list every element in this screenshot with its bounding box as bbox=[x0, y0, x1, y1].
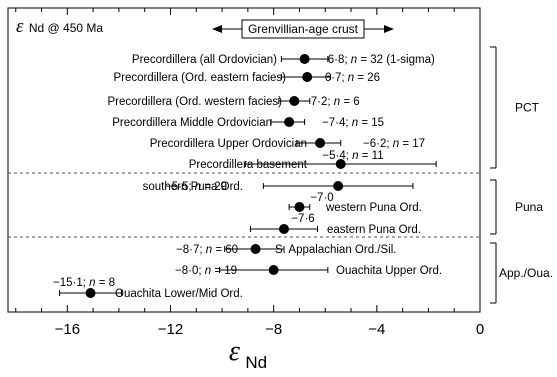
data-point bbox=[315, 138, 326, 148]
data-point bbox=[299, 54, 310, 64]
data-point bbox=[278, 224, 289, 234]
data-row: Ouachita Lower/Mid Ord.−15·1; n = 8 bbox=[53, 277, 243, 300]
data-point bbox=[335, 159, 346, 169]
data-label: Precordillera Upper Ordovician bbox=[150, 138, 307, 150]
x-tick-label: −12 bbox=[158, 321, 183, 338]
title-subscript: Nd @ 450 Ma bbox=[29, 21, 104, 35]
data-row: Precordillera Upper Ordovician −6·2; n = … bbox=[150, 138, 425, 150]
data-point bbox=[289, 96, 300, 106]
value-annotation: −6·8; n = 32 (1-sigma) bbox=[321, 54, 435, 66]
data-label: S. Appalachian Ord./Sil. bbox=[275, 244, 396, 256]
data-row: S. Appalachian Ord./Sil. −8·7; n = 60 bbox=[176, 244, 396, 256]
value-annotation: −6·7; n = 26 bbox=[318, 72, 380, 84]
data-label: Precordillera (Ord. western facies) bbox=[108, 96, 283, 108]
value-annotation: −15·1; n = 8 bbox=[53, 277, 115, 289]
data-point bbox=[294, 202, 305, 212]
value-annotation: −7·2; n = 6 bbox=[304, 96, 360, 108]
grenvillian-banner: Grenvillian-age crust bbox=[212, 19, 394, 39]
data-row: southern Puna Ord.−5·5; n = 29 bbox=[143, 181, 414, 193]
data-point bbox=[333, 181, 344, 191]
data-label: southern Puna Ord. bbox=[143, 181, 243, 193]
data-rows: Precordillera (all Ordovician) −6·8; n = … bbox=[53, 54, 442, 300]
group-label: Puna bbox=[515, 200, 543, 214]
data-row: Precordillera basement −5·4; n = 11 bbox=[189, 150, 437, 171]
data-label: western Puna Ord. bbox=[325, 202, 422, 214]
banner-arrow-right-head bbox=[384, 25, 394, 33]
x-axis-epsilon: ε bbox=[229, 336, 240, 367]
x-tick-label: −8 bbox=[265, 321, 282, 338]
data-label: eastern Puna Ord. bbox=[327, 224, 421, 236]
group-label: PCT bbox=[515, 101, 540, 115]
value-annotation: −8·0; n = 19 bbox=[175, 265, 237, 277]
data-label: Precordillera basement bbox=[189, 159, 308, 171]
value-annotation: −8·7; n = 60 bbox=[176, 244, 238, 256]
data-point bbox=[268, 265, 279, 275]
data-point bbox=[250, 244, 261, 254]
group-label: App./Oua. bbox=[499, 266, 553, 280]
chart-title: ε Nd @ 450 Ma bbox=[16, 16, 103, 37]
value-annotation: −7·4; n = 15 bbox=[322, 117, 384, 129]
data-row: western Puna Ord.−7·0 bbox=[288, 192, 422, 214]
plot-border bbox=[7, 7, 481, 313]
x-tick-label: −4 bbox=[368, 321, 385, 338]
data-label: Precordillera (Ord. eastern facies) bbox=[113, 72, 286, 84]
group-brackets: PCT Puna App./Oua. bbox=[490, 46, 553, 304]
x-axis-subscript: Nd bbox=[245, 353, 267, 372]
data-label: Ouachita Lower/Mid Ord. bbox=[115, 288, 243, 300]
x-axis-label: ε Nd bbox=[229, 336, 267, 372]
data-row: Precordillera (Ord. eastern facies) −6·7;… bbox=[113, 72, 380, 84]
x-tick-label: 0 bbox=[476, 321, 484, 338]
data-point bbox=[85, 288, 96, 298]
data-point bbox=[302, 72, 313, 82]
group-bracket: PCT bbox=[490, 46, 540, 169]
data-row: Precordillera Middle Ordovician −7·4; n =… bbox=[112, 117, 384, 129]
data-row: Precordillera (all Ordovician) −6·8; n = … bbox=[132, 54, 435, 66]
banner-arrow-left-head bbox=[212, 25, 222, 33]
x-axis: −16 −12 −8 −4 0 bbox=[15, 8, 484, 338]
value-annotation: −7·6 bbox=[291, 213, 314, 225]
value-annotation: −6·2; n = 17 bbox=[363, 138, 425, 150]
group-bracket: Puna bbox=[490, 179, 543, 235]
data-label: Precordillera Middle Ordovician bbox=[112, 117, 272, 129]
data-row: Precordillera (Ord. western facies) −7·2;… bbox=[108, 96, 360, 108]
x-tick-label: −16 bbox=[55, 321, 80, 338]
group-bracket: App./Oua. bbox=[490, 242, 553, 304]
data-label: Precordillera (all Ordovician) bbox=[132, 54, 277, 66]
value-annotation: −5·5; n = 29 bbox=[165, 181, 227, 193]
data-row: eastern Puna Ord. −7·6 bbox=[249, 213, 421, 236]
data-label: Ouachita Upper Ord. bbox=[336, 265, 442, 277]
value-annotation: −7·0 bbox=[310, 192, 333, 204]
data-row: Ouachita Upper Ord. −8·0; n = 19 bbox=[175, 265, 442, 277]
banner-label: Grenvillian-age crust bbox=[248, 22, 359, 36]
data-point bbox=[284, 117, 295, 127]
value-annotation: −5·4; n = 11 bbox=[322, 150, 383, 162]
epsilon-symbol: ε bbox=[16, 16, 24, 37]
plot-frame bbox=[7, 7, 481, 313]
